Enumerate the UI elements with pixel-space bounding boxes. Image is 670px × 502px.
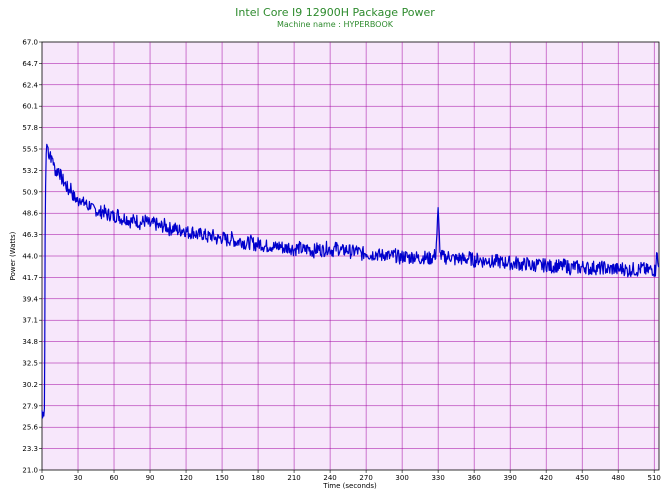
y-tick-label: 37.1 [22, 317, 38, 325]
y-tick-label: 67.0 [22, 39, 38, 47]
x-tick-label: 300 [395, 474, 408, 482]
y-tick-label: 46.3 [22, 231, 38, 239]
x-tick-label: 60 [110, 474, 119, 482]
y-tick-label: 64.7 [22, 60, 38, 68]
x-tick-label: 90 [146, 474, 155, 482]
y-tick-label: 53.2 [22, 167, 38, 175]
x-tick-label: 390 [503, 474, 516, 482]
power-series-line [41, 143, 660, 419]
y-axis-ticks: 21.0 23.3 25.6 27.9 30.2 32.5 34.8 37.1 39.4 41.7… [22, 39, 42, 475]
series-layer [41, 143, 660, 419]
x-tick-label: 360 [467, 474, 480, 482]
y-tick-label: 41.7 [22, 274, 38, 282]
y-tick-label: 50.9 [22, 188, 38, 196]
x-tick-label: 30 [74, 474, 83, 482]
x-tick-label: 210 [287, 474, 300, 482]
chart-subtitle: Machine name : HYPERBOOK [277, 20, 394, 29]
x-tick-label: 420 [539, 474, 552, 482]
x-tick-label: 150 [215, 474, 228, 482]
y-tick-label: 48.6 [22, 210, 38, 218]
chart-title: Intel Core I9 12900H Package Power [235, 6, 435, 19]
x-tick-label: 270 [359, 474, 372, 482]
y-tick-label: 39.4 [22, 295, 38, 303]
y-tick-label: 62.4 [22, 81, 38, 89]
x-tick-label: 510 [648, 474, 661, 482]
x-tick-label: 450 [575, 474, 588, 482]
x-tick-label: 180 [251, 474, 264, 482]
y-tick-label: 57.8 [22, 124, 38, 132]
y-tick-label: 21.0 [22, 467, 38, 475]
x-tick-label: 0 [40, 474, 44, 482]
y-tick-label: 30.2 [22, 381, 38, 389]
y-axis-label: Power (Watts) [9, 231, 17, 280]
x-tick-label: 330 [431, 474, 444, 482]
x-tick-label: 240 [323, 474, 336, 482]
y-tick-label: 44.0 [22, 253, 38, 261]
x-axis-ticks: 0 30 60 90 120 150 180 210 240 270 300 330 360 390 420… [40, 470, 661, 482]
x-tick-label: 120 [179, 474, 192, 482]
x-axis-label: Time (seconds) [322, 482, 377, 490]
y-tick-label: 23.3 [22, 445, 38, 453]
y-tick-label: 34.8 [22, 338, 38, 346]
y-tick-label: 25.6 [22, 424, 38, 432]
y-tick-label: 27.9 [22, 402, 38, 410]
y-tick-label: 60.1 [22, 103, 38, 111]
x-tick-label: 480 [611, 474, 624, 482]
y-tick-label: 55.5 [22, 146, 38, 154]
y-tick-label: 32.5 [22, 360, 38, 368]
